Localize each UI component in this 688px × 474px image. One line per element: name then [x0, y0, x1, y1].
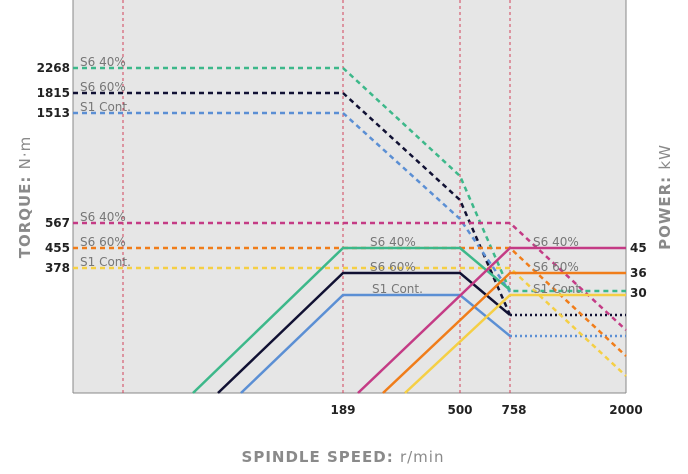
power-label-s6-40: S6 40%	[370, 235, 416, 249]
x-axis-label: SPINDLE SPEED	[242, 448, 387, 466]
torque-label-s6-40-low: S6 40%	[80, 210, 126, 224]
power-curve-s6-40	[192, 246, 511, 394]
power-dashed-s1	[73, 266, 627, 377]
torque-curve-s6-40	[73, 66, 626, 293]
torque-label-s6-60: S6 60%	[80, 80, 126, 94]
x-tick-500: 500	[447, 403, 472, 417]
x-tick-189: 189	[330, 403, 355, 417]
y-axis-left-title: TORQUE: N·m	[16, 136, 34, 259]
power-curve-s1	[240, 293, 511, 394]
plot-area	[73, 0, 626, 393]
y-axis-right-title: POWER: kW	[656, 144, 674, 250]
torque-value-1513: 1513	[37, 106, 70, 120]
torque-value-378: 378	[45, 261, 70, 275]
x-tick-2000: 2000	[609, 403, 642, 417]
power-curve-s1-high	[404, 293, 626, 394]
x-axis-title: SPINDLE SPEED: r/min	[242, 448, 445, 466]
power-curve-s6-60-high	[382, 271, 626, 394]
power-label-s1: S1 Cont.	[372, 282, 423, 296]
power-label-s6-60: S6 60%	[370, 260, 416, 274]
x-axis-colon: :	[387, 448, 400, 466]
power-level-values: 45 36 30	[630, 241, 647, 300]
y-axis-left-colon: :	[16, 169, 34, 182]
power-label-s6-40-right: S6 40%	[533, 235, 579, 249]
x-tick-758: 758	[501, 403, 526, 417]
power-value-45: 45	[630, 241, 647, 255]
power-curve-s6-60	[217, 271, 511, 394]
power-curve-s6-40-high	[357, 246, 626, 394]
y-axis-right-label: POWER	[656, 183, 674, 250]
y-axis-left-label: TORQUE	[16, 183, 34, 259]
power-label-s1-right: S1 Cont.	[533, 282, 584, 296]
y-axis-left-unit: N·m	[16, 136, 34, 170]
power-value-30: 30	[630, 286, 647, 300]
torque-label-s6-60-low: S6 60%	[80, 235, 126, 249]
power-curve-labels: S6 40% S6 60% S1 Cont. S6 40% S6 60% S1 …	[370, 235, 584, 296]
x-tick-labels: 189 500 758 2000	[330, 403, 642, 417]
torque-label-s1: S1 Cont.	[80, 100, 131, 114]
torque-label-s1-low: S1 Cont.	[80, 255, 131, 269]
torque-label-s6-40: S6 40%	[80, 55, 126, 69]
torque-value-455: 455	[45, 241, 70, 255]
power-value-36: 36	[630, 266, 647, 280]
torque-curve-s1	[73, 111, 626, 338]
power-label-s6-60-right: S6 60%	[533, 260, 579, 274]
torque-value-567: 567	[45, 216, 70, 230]
torque-curve-s6-60	[73, 91, 626, 317]
x-axis-unit: r/min	[400, 448, 445, 466]
torque-value-2268: 2268	[37, 61, 70, 75]
torque-level-labels: 2268 S6 40% 1815 S6 60% 1513 S1 Cont. 56…	[37, 55, 131, 275]
torque-value-1815: 1815	[37, 86, 70, 100]
y-axis-right-unit: kW	[656, 144, 674, 170]
y-axis-right-colon: :	[656, 170, 674, 183]
